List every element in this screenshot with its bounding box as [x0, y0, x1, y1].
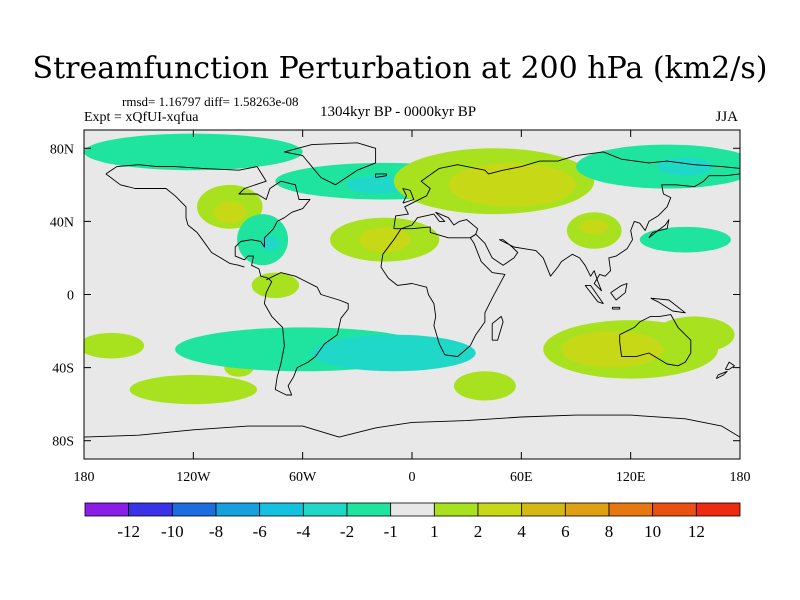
coastline-9 [402, 188, 415, 204]
colorbar-swatch-6 [346, 502, 392, 517]
coastline-15 [610, 283, 628, 301]
colorbar: -12 -10 -8 -6 -4 -2 -1 1 2 4 6 8 10 12 [84, 502, 741, 541]
contour-region-11 [213, 201, 247, 224]
colorbar-label: 1 [430, 522, 439, 541]
contour-region-18 [359, 226, 411, 253]
period-label: 1304kyr BP - 0000kyr BP [320, 104, 477, 120]
colorbar-label: 12 [688, 522, 705, 541]
lon-tick-label: 60W [289, 470, 317, 485]
colorbar-label: 4 [517, 522, 526, 541]
contour-region-9 [84, 133, 303, 171]
colorbar-swatch-7 [390, 502, 435, 517]
contour-region-0 [84, 332, 145, 359]
season-label: JJA [715, 109, 738, 125]
contour-region-4 [311, 334, 476, 372]
coastline-10 [648, 219, 670, 239]
contour-region-5 [453, 371, 516, 401]
colorbar-label: -4 [296, 522, 311, 541]
lon-tick-label: 60E [510, 470, 533, 485]
stats-label: rmsd= 1.16797 diff= 1.58263e-08 [122, 94, 299, 109]
coastline-18 [715, 370, 728, 380]
contour-region-22 [658, 157, 713, 176]
lat-tick-label: 80N [50, 142, 74, 157]
coastline-3 [283, 142, 377, 186]
colorbar-swatch-12 [608, 502, 654, 517]
coastline-0 [105, 164, 349, 396]
colorbar-swatch-2 [171, 502, 217, 517]
coastline-11 [84, 414, 740, 438]
colorbar-label: 8 [605, 522, 614, 541]
coastline-19 [375, 173, 387, 178]
coastline-12 [491, 315, 504, 341]
colorbar-swatch-4 [259, 502, 304, 517]
colorbar-label: -1 [384, 522, 398, 541]
colorbar-swatch-11 [564, 502, 610, 517]
colorbar-swatch-3 [215, 502, 261, 517]
colorbar-label: 6 [561, 522, 570, 541]
colorbar-swatch-9 [477, 502, 523, 517]
coastlines [84, 142, 740, 438]
coastline-2 [105, 173, 189, 226]
coastline-5 [393, 211, 479, 239]
colorbar-label: -2 [340, 522, 354, 541]
lon-tick-label: 120E [616, 470, 646, 485]
coastline-14 [611, 306, 621, 310]
colorbar-swatch-1 [128, 502, 173, 517]
lat-tick-label: 80S [52, 435, 74, 450]
lon-tick-label: 0 [409, 470, 416, 485]
lon-tick-label: 120W [176, 470, 211, 485]
experiment-label: Expt = xQfUI-xqfua [84, 110, 199, 125]
coastline-13 [584, 284, 604, 305]
contour-region-13 [260, 236, 279, 251]
coastline-17 [724, 361, 735, 370]
colorbar-swatch-5 [302, 502, 348, 517]
coastline-1 [187, 224, 245, 268]
chart-title: Streamfunction Perturbation at 200 hPa (… [32, 51, 768, 86]
colorbar-label: 10 [644, 522, 661, 541]
coastline-16 [650, 297, 686, 314]
colorbar-swatch-13 [652, 502, 697, 517]
colorbar-swatch-0 [84, 502, 130, 517]
lat-tick-label: 0 [67, 289, 74, 304]
coastline-4 [393, 151, 740, 229]
lon-tick-label: 180 [74, 470, 95, 485]
colorbar-label: 2 [474, 522, 483, 541]
contour-region-1 [129, 374, 258, 405]
contour-region-14 [251, 272, 300, 299]
colorbar-swatch-10 [521, 502, 566, 517]
contour-region-25 [639, 226, 731, 253]
contour-region-24 [579, 219, 609, 235]
lat-tick-label: 40S [52, 362, 74, 377]
colorbar-label: -6 [253, 522, 267, 541]
colorbar-label: -10 [161, 522, 184, 541]
lat-tick-label: 40N [50, 215, 74, 230]
coastline-8 [619, 314, 692, 367]
axis-ticks: 80N 40N 0 40S 80S 180 120W 60W 0 60E 120E 180 [50, 130, 751, 485]
colorbar-swatch-14 [695, 502, 741, 517]
lon-tick-label: 180 [730, 470, 751, 485]
contour-region-8 [654, 316, 735, 353]
contour-region-20 [448, 162, 576, 207]
colorbar-swatch-8 [433, 502, 479, 517]
coastline-6 [380, 228, 506, 358]
contour-fields [84, 133, 740, 405]
contour-region-7 [561, 331, 664, 368]
coastline-7 [470, 173, 740, 292]
colorbar-label: -8 [209, 522, 223, 541]
colorbar-label: -12 [117, 522, 140, 541]
